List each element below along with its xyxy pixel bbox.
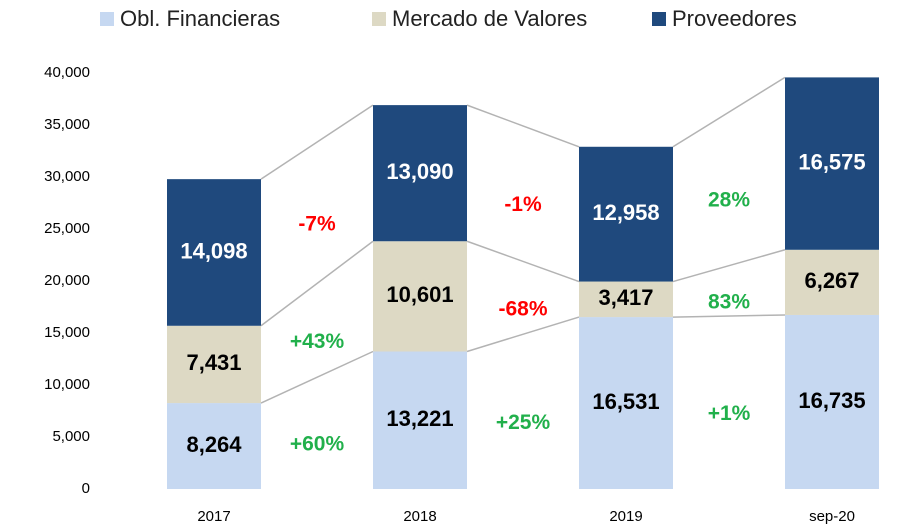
data-label: 10,601	[386, 282, 453, 307]
bar-segment	[373, 241, 467, 352]
legend-swatch	[652, 12, 666, 26]
connector-line	[260, 350, 374, 404]
y-tick-label: 30,000	[44, 168, 90, 185]
data-label: 6,267	[804, 268, 859, 293]
data-label: 16,575	[798, 149, 865, 174]
data-label: 12,958	[592, 200, 659, 225]
data-label: 8,264	[186, 432, 242, 457]
y-tick-label: 40,000	[44, 64, 90, 81]
connector-line	[466, 104, 580, 148]
legend-swatch	[100, 12, 114, 26]
change-label: -1%	[504, 193, 542, 216]
y-tick-label: 0	[82, 480, 90, 497]
change-label: -68%	[498, 297, 547, 320]
y-tick-label: 35,000	[44, 116, 90, 133]
change-label: +1%	[708, 402, 751, 425]
x-tick-label: sep-20	[809, 508, 855, 525]
change-label: 83%	[708, 290, 750, 313]
bar-segment	[579, 146, 673, 282]
bar-segment	[167, 325, 261, 404]
connector-line	[260, 240, 374, 327]
y-tick-label: 20,000	[44, 272, 90, 289]
change-label: +43%	[290, 330, 345, 353]
data-label: 7,431	[186, 350, 241, 375]
bar-segment	[373, 351, 467, 489]
change-label: +25%	[496, 411, 551, 434]
data-label: 14,098	[180, 238, 247, 263]
change-label: 28%	[708, 188, 750, 211]
data-label: 16,735	[798, 388, 865, 413]
bar-segment	[785, 249, 879, 315]
data-label: 3,417	[598, 285, 653, 310]
bar-segment	[785, 314, 879, 489]
change-label: +60%	[290, 433, 345, 456]
x-tick-label: 2017	[197, 508, 230, 525]
y-tick-label: 25,000	[44, 220, 90, 237]
legend-label: Obl. Financieras	[120, 6, 280, 31]
data-label: 13,090	[386, 159, 453, 184]
bar-segment	[373, 105, 467, 242]
legend-swatch	[372, 12, 386, 26]
bar-segment	[579, 317, 673, 489]
bar-segment	[579, 281, 673, 318]
connector-line	[672, 314, 786, 318]
connector-line	[466, 316, 580, 353]
x-tick-label: 2018	[403, 508, 436, 525]
connector-line	[466, 240, 580, 283]
legend-label: Proveedores	[672, 6, 797, 31]
bar-segment	[785, 77, 879, 250]
y-tick-label: 10,000	[44, 376, 90, 393]
x-tick-label: 2019	[609, 508, 642, 525]
y-tick-label: 15,000	[44, 324, 90, 341]
bar-segment	[167, 403, 261, 489]
data-label: 16,531	[592, 389, 659, 414]
bar-segment	[167, 179, 261, 326]
data-label: 13,221	[386, 406, 453, 431]
legend-label: Mercado de Valores	[392, 6, 587, 31]
connector-line	[672, 76, 786, 148]
connector-line	[260, 104, 374, 180]
connector-line	[672, 249, 786, 283]
y-tick-label: 5,000	[52, 428, 90, 445]
change-label: -7%	[298, 212, 336, 235]
